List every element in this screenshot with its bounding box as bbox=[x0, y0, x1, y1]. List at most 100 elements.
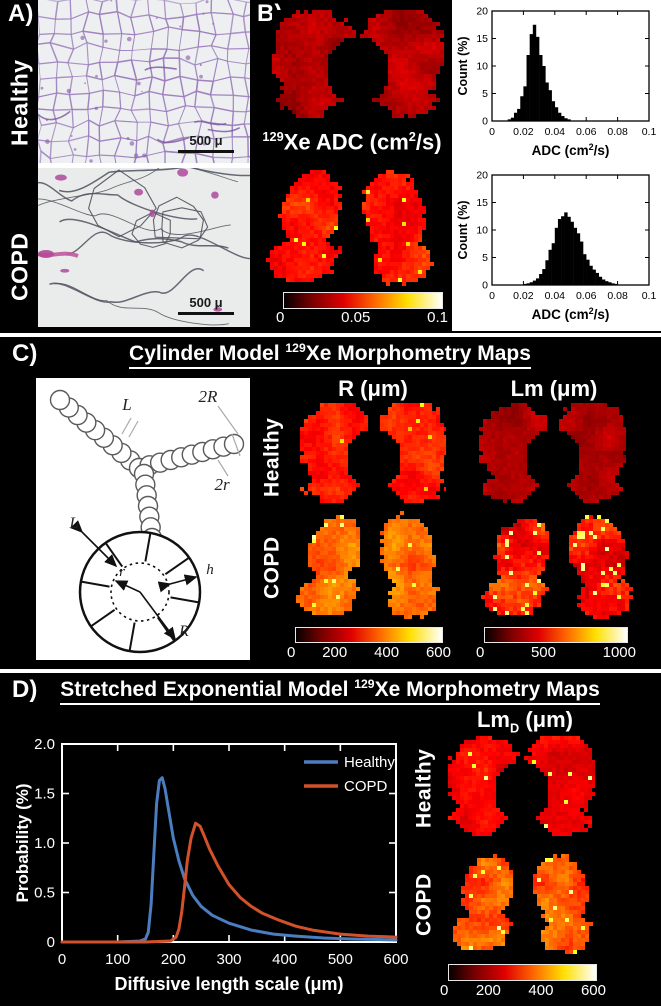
tick: 600 bbox=[580, 982, 606, 999]
svg-text:L: L bbox=[69, 515, 79, 532]
tick: 0.05 bbox=[341, 309, 371, 326]
svg-text:h: h bbox=[206, 562, 214, 578]
row-label-healthy-c: Healthy bbox=[260, 417, 284, 497]
svg-text:200: 200 bbox=[161, 951, 186, 968]
row-label-copd-a: COPD bbox=[6, 232, 33, 302]
svg-text:0.02: 0.02 bbox=[513, 126, 534, 138]
scale-bar-label: 500 μ bbox=[189, 295, 223, 310]
histology-image-copd: 500 μ bbox=[38, 168, 250, 327]
svg-text:0: 0 bbox=[482, 116, 488, 128]
adc-histogram-copd: 0 0.02 0.04 0.06 0.08 0.1 0 5 10 15 20 Count (%) ADC… bbox=[456, 170, 657, 323]
tick: 0.1 bbox=[427, 309, 448, 326]
svg-text:100: 100 bbox=[105, 951, 130, 968]
svg-text:Healthy: Healthy bbox=[344, 754, 395, 771]
r-colorbar-ticks: 0 200 400 600 bbox=[287, 645, 451, 660]
svg-text:600: 600 bbox=[383, 951, 408, 968]
lmd-map-healthy bbox=[448, 736, 595, 838]
svg-text:2.0: 2.0 bbox=[34, 736, 55, 753]
svg-text:0.06: 0.06 bbox=[576, 290, 597, 302]
panel-c-title: Cylinder Model 129Xe Morphometry Maps bbox=[20, 341, 640, 369]
svg-text:1.0: 1.0 bbox=[34, 835, 55, 852]
svg-text:10: 10 bbox=[476, 61, 488, 73]
lmd-map-header: LmD (μm) bbox=[450, 709, 600, 735]
lmd-sub: D bbox=[509, 720, 520, 736]
c-title-isotope: 129 bbox=[285, 341, 306, 355]
svg-text:0.04: 0.04 bbox=[545, 290, 566, 302]
svg-text:ADC (cm2/s): ADC (cm2/s) bbox=[532, 142, 610, 158]
adc-map-copd bbox=[262, 162, 446, 288]
svg-text:400: 400 bbox=[272, 951, 297, 968]
lmd-map-copd bbox=[445, 846, 605, 956]
histology-copd-drawing bbox=[38, 168, 250, 327]
tick: 1000 bbox=[602, 644, 636, 661]
r-map-healthy bbox=[300, 403, 446, 505]
row-label-copd-c: COPD bbox=[260, 536, 284, 600]
adc-title-isotope: 129 bbox=[262, 129, 284, 144]
row-label-healthy-a: Healthy bbox=[6, 59, 33, 147]
svg-text:0.08: 0.08 bbox=[607, 126, 628, 138]
tick: 200 bbox=[475, 982, 501, 999]
tick: 400 bbox=[374, 644, 400, 661]
d-title-isotope: 129 bbox=[354, 677, 375, 691]
adc-title-mid: Xe ADC (cm bbox=[283, 129, 409, 155]
svg-text:0.5: 0.5 bbox=[34, 885, 55, 902]
adc-title-post: /s) bbox=[415, 129, 442, 155]
svg-text:10: 10 bbox=[476, 225, 488, 237]
adc-colorbar bbox=[283, 292, 443, 309]
svg-text:0.02: 0.02 bbox=[513, 290, 534, 302]
lm-map-copd bbox=[477, 507, 642, 621]
svg-text:L: L bbox=[121, 395, 131, 414]
tick: 400 bbox=[528, 982, 554, 999]
svg-text:r: r bbox=[119, 564, 125, 580]
svg-text:0.1: 0.1 bbox=[642, 126, 657, 138]
scale-bar-label: 500 μ bbox=[189, 133, 223, 148]
d-title-post: Xe Morphometry Maps bbox=[374, 678, 600, 701]
svg-text:1.5: 1.5 bbox=[34, 786, 55, 803]
svg-text:Diffusive length scale (μm): Diffusive length scale (μm) bbox=[114, 974, 343, 994]
panel-a-label: A) bbox=[8, 0, 34, 27]
diffusive-length-plot: 0 100 200 300 400 500 600 0 0.5 1.0 1.5 2.0 Probabil… bbox=[13, 736, 409, 994]
adc-histogram-healthy: 0 0.02 0.04 0.06 0.08 0.1 0 5 10 15 20 Count (%) ADC… bbox=[456, 6, 657, 159]
tick: 0 bbox=[440, 982, 449, 999]
svg-text:COPD: COPD bbox=[344, 778, 388, 795]
svg-text:Probability (%): Probability (%) bbox=[13, 783, 32, 902]
scale-bar-line bbox=[178, 312, 234, 315]
lmd-colorbar-ticks: 0 200 400 600 bbox=[440, 983, 606, 998]
tick: 500 bbox=[530, 644, 556, 661]
lmd-pre: Lm bbox=[476, 707, 510, 732]
svg-text:R: R bbox=[178, 623, 189, 640]
svg-text:Count (%): Count (%) bbox=[456, 36, 470, 95]
panel-d-label: D) bbox=[12, 676, 38, 703]
panel-c-label: C) bbox=[12, 340, 38, 367]
adc-title-sup2: 2 bbox=[408, 129, 416, 144]
tick: 0 bbox=[287, 644, 296, 661]
adc-colorbar-ticks: 0 0.05 0.1 bbox=[276, 310, 448, 325]
scale-bar-line bbox=[178, 150, 234, 153]
lm-colorbar-ticks: 0 500 1000 bbox=[476, 645, 636, 660]
adc-map-healthy bbox=[272, 10, 444, 120]
adc-map-title: 129Xe ADC (cm2/s) bbox=[252, 129, 452, 155]
svg-text:0.1: 0.1 bbox=[642, 290, 657, 302]
scale-bar-copd: 500 μ bbox=[178, 296, 234, 315]
svg-text:0.06: 0.06 bbox=[576, 126, 597, 138]
row-label-copd-d: COPD bbox=[412, 873, 436, 937]
col-header-lm: Lm (μm) bbox=[510, 376, 598, 401]
svg-text:300: 300 bbox=[216, 951, 241, 968]
r-colorbar bbox=[295, 627, 443, 643]
panel-d-title: Stretched Exponential Model 129Xe Morpho… bbox=[20, 677, 640, 705]
svg-text:0: 0 bbox=[58, 951, 66, 968]
tick: 200 bbox=[322, 644, 348, 661]
tick: 600 bbox=[425, 644, 451, 661]
histology-healthy-drawing bbox=[38, 0, 250, 163]
r-map-copd bbox=[292, 507, 450, 621]
svg-text:0: 0 bbox=[482, 280, 488, 292]
svg-text:5: 5 bbox=[482, 88, 488, 100]
svg-text:0.08: 0.08 bbox=[607, 290, 628, 302]
svg-text:0.04: 0.04 bbox=[545, 126, 566, 138]
svg-text:2R: 2R bbox=[199, 387, 219, 406]
scale-bar-healthy: 500 μ bbox=[178, 134, 234, 153]
svg-text:ADC (cm2/s): ADC (cm2/s) bbox=[532, 306, 610, 322]
lmd-colorbar bbox=[448, 964, 597, 981]
